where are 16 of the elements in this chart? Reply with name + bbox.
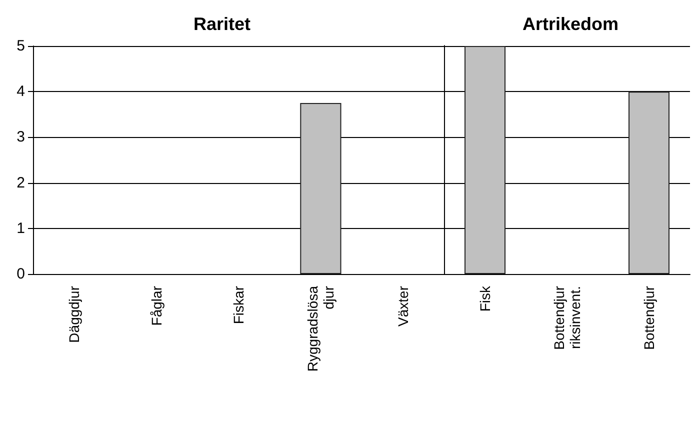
x-tick-label: Fiskar (230, 286, 246, 324)
y-tick-label: 5 (16, 38, 25, 54)
y-tick-label: 1 (16, 220, 25, 237)
x-tick-label: Däggdjur (66, 286, 82, 343)
y-tick-label: 2 (16, 174, 25, 192)
y-tick-label: 3 (16, 128, 25, 146)
chart-title: Raritet (193, 14, 251, 34)
y-tick-label: 4 (16, 83, 25, 100)
x-tick-label: Bottendjur riksinvent. (550, 286, 583, 350)
y-tick-label: 0 (16, 266, 25, 282)
x-tick-label: Fåglar (148, 286, 164, 326)
x-tick-label: Fisk (476, 285, 493, 312)
x-tick-label: Bottendjur (640, 286, 657, 350)
x-tick-label: Ryggradslösa djur (304, 286, 337, 372)
x-tick-label: Växter (394, 286, 411, 326)
chart-title: Artrikedom (522, 14, 618, 34)
